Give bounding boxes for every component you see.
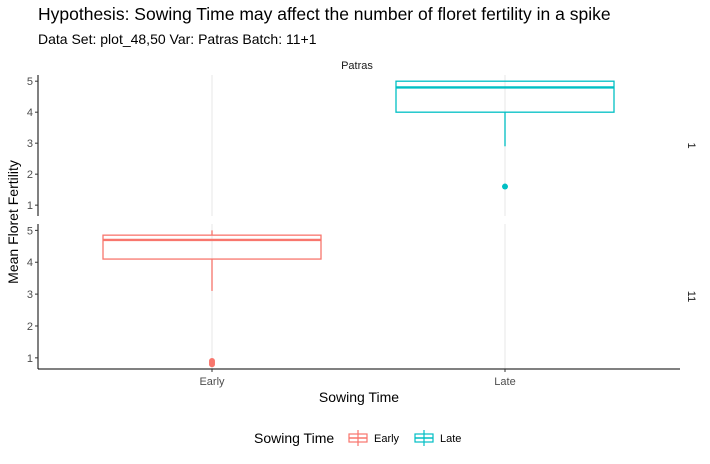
outlier-point xyxy=(502,183,508,190)
legend: Sowing Time Early Late xyxy=(254,430,461,446)
legend-key-late xyxy=(414,430,434,446)
facet-panel-11: 1 2 3 4 5 11 xyxy=(27,224,697,369)
facet-panel-1: 1 2 3 4 5 1 xyxy=(27,75,697,216)
y-tick-label: 3 xyxy=(27,289,33,301)
y-tick-label: 2 xyxy=(27,321,33,333)
y-tick-label: 5 xyxy=(27,76,33,88)
chart-subtitle: Data Set: plot_48,50 Var: Patras Batch: … xyxy=(38,31,317,47)
x-tick-label-early: Early xyxy=(199,376,225,388)
facet-row-label-11: 11 xyxy=(685,291,697,302)
y-tick-label: 4 xyxy=(27,257,33,269)
facet-row-label-1: 1 xyxy=(685,142,697,148)
chart-title: Hypothesis: Sowing Time may affect the n… xyxy=(38,4,611,24)
legend-label-early: Early xyxy=(374,433,400,445)
y-tick-label: 4 xyxy=(27,107,33,119)
legend-title: Sowing Time xyxy=(254,430,334,446)
y-tick-label: 1 xyxy=(27,200,33,212)
legend-key-early xyxy=(348,430,368,446)
outlier-point xyxy=(209,358,215,365)
y-tick-label: 5 xyxy=(27,225,33,237)
box-iqr xyxy=(395,80,615,113)
facet-column-label: Patras xyxy=(341,60,373,72)
box-iqr xyxy=(102,234,322,260)
y-tick-label: 2 xyxy=(27,169,33,181)
x-axis-title: Sowing Time xyxy=(319,389,399,405)
y-axis-title: Mean Floret Fertility xyxy=(5,160,21,284)
y-tick-label: 1 xyxy=(27,353,33,365)
x-tick-label-late: Late xyxy=(494,376,515,388)
box-early xyxy=(102,230,322,368)
legend-label-late: Late xyxy=(440,433,461,445)
box-late xyxy=(395,80,615,190)
y-tick-label: 3 xyxy=(27,138,33,150)
